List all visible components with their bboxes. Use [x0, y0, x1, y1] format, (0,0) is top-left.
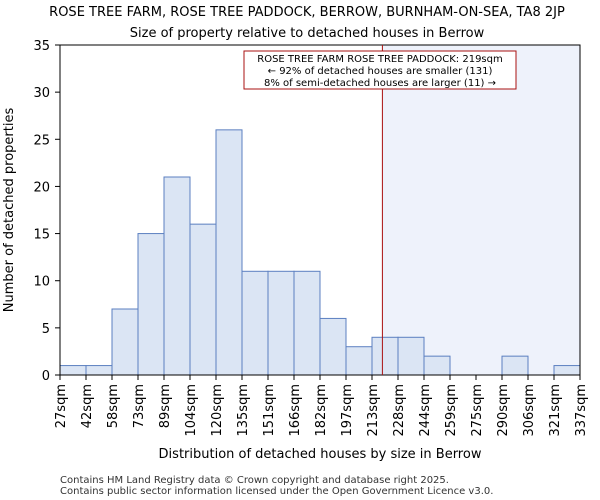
x-tick-label: 228sqm	[392, 384, 407, 437]
x-tick-label: 166sqm	[288, 384, 303, 437]
bar-27sqm	[59, 365, 87, 376]
x-tick-label: 89sqm	[158, 384, 173, 428]
x-tick-label: 42sqm	[80, 384, 95, 428]
x-tick-label: 120sqm	[210, 384, 225, 437]
x-tick-label: 337sqm	[574, 384, 589, 437]
x-axis-label: Distribution of detached houses by size …	[159, 447, 482, 462]
bar-244sqm	[423, 355, 451, 376]
y-tick-label: 30	[33, 86, 50, 101]
x-tick-label: 135sqm	[236, 384, 251, 437]
y-tick-label: 0	[42, 369, 50, 384]
bar-321sqm	[553, 365, 581, 376]
bar-135sqm	[241, 270, 269, 376]
bar-42sqm	[85, 365, 113, 376]
y-tick-label: 20	[33, 180, 50, 195]
y-axis-label: Number of detached properties	[2, 108, 17, 313]
chart-title: ROSE TREE FARM, ROSE TREE PADDOCK, BERRO…	[49, 5, 565, 20]
y-tick-label: 10	[33, 275, 50, 290]
bar-213sqm	[371, 336, 399, 376]
bar-89sqm	[163, 176, 191, 376]
bar-228sqm	[397, 336, 425, 376]
x-tick-label: 306sqm	[522, 384, 537, 437]
y-tick-label: 35	[33, 39, 50, 54]
annotation-line-2: ← 92% of detached houses are smaller (13…	[268, 66, 493, 77]
bar-197sqm	[345, 346, 373, 376]
bar-151sqm	[267, 270, 295, 376]
annotation-box: ROSE TREE FARM ROSE TREE PADDOCK: 219sqm…	[243, 50, 517, 90]
bar-182sqm	[319, 317, 347, 376]
bar-120sqm	[215, 129, 243, 376]
x-tick-label: 290sqm	[496, 384, 511, 437]
x-tick-label: 197sqm	[340, 384, 355, 437]
x-tick-label: 275sqm	[470, 384, 485, 437]
plot-frame	[59, 44, 581, 376]
bar-166sqm	[293, 270, 321, 376]
x-tick-label: 321sqm	[548, 384, 563, 437]
x-tick-label: 259sqm	[444, 384, 459, 437]
x-tick-label: 182sqm	[314, 384, 329, 437]
annotation-line-1: ROSE TREE FARM ROSE TREE PADDOCK: 219sqm	[257, 54, 502, 65]
footer-line-1: Contains HM Land Registry data © Crown c…	[60, 475, 449, 486]
x-tick-label: 73sqm	[132, 384, 147, 428]
y-tick-label: 25	[33, 133, 50, 148]
highlight-region	[382, 45, 580, 375]
y-tick-label: 15	[33, 228, 50, 243]
footer-line-2: Contains public sector information licen…	[60, 486, 493, 497]
bar-73sqm	[137, 233, 165, 376]
x-tick-label: 151sqm	[262, 384, 277, 437]
bar-58sqm	[111, 308, 139, 376]
chart-subtitle: Size of property relative to detached ho…	[130, 26, 485, 41]
x-tick-label: 244sqm	[418, 384, 433, 437]
bar-290sqm	[501, 355, 529, 376]
x-tick-label: 27sqm	[54, 384, 69, 428]
annotation-line-3: 8% of semi-detached houses are larger (1…	[264, 78, 496, 89]
x-tick-label: 58sqm	[106, 384, 121, 428]
x-tick-label: 104sqm	[184, 384, 199, 437]
y-tick-label: 5	[42, 322, 50, 337]
bar-104sqm	[189, 223, 217, 376]
x-tick-label: 213sqm	[366, 384, 381, 437]
